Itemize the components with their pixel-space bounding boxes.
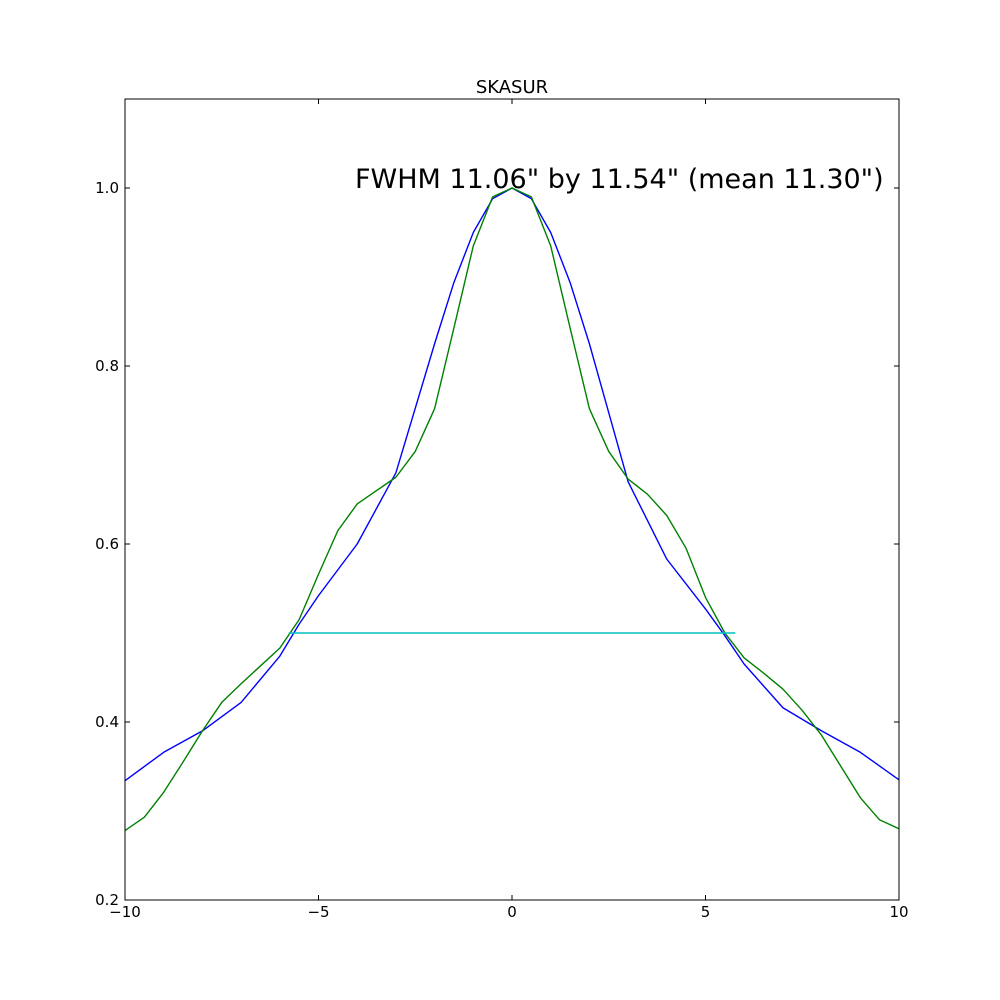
y-tick-label: 1.0 [95,179,119,197]
x-tick-label: 0 [507,903,517,921]
y-tick-label: 0.4 [95,713,119,731]
x-tick-label: −10 [109,903,141,921]
blue-profile-line [125,187,899,782]
x-tick-label: 5 [701,903,711,921]
series-layer [125,187,899,832]
fwhm-annotation: FWHM 11.06" by 11.54" (mean 11.30") [355,164,884,195]
y-tick-label: 0.8 [95,357,119,375]
chart-title: SKASUR [476,77,548,98]
x-tick-label: 10 [889,903,908,921]
x-tick-label: −5 [307,903,329,921]
y-tick-label: 0.6 [95,535,119,553]
plot-frame [124,98,900,901]
ticks-layer: −10 −5 0 5 10 0.2 0.4 0.6 0.8 1.0 [95,99,909,921]
y-tick-label: 0.2 [95,891,119,909]
green-profile-line [125,187,899,832]
